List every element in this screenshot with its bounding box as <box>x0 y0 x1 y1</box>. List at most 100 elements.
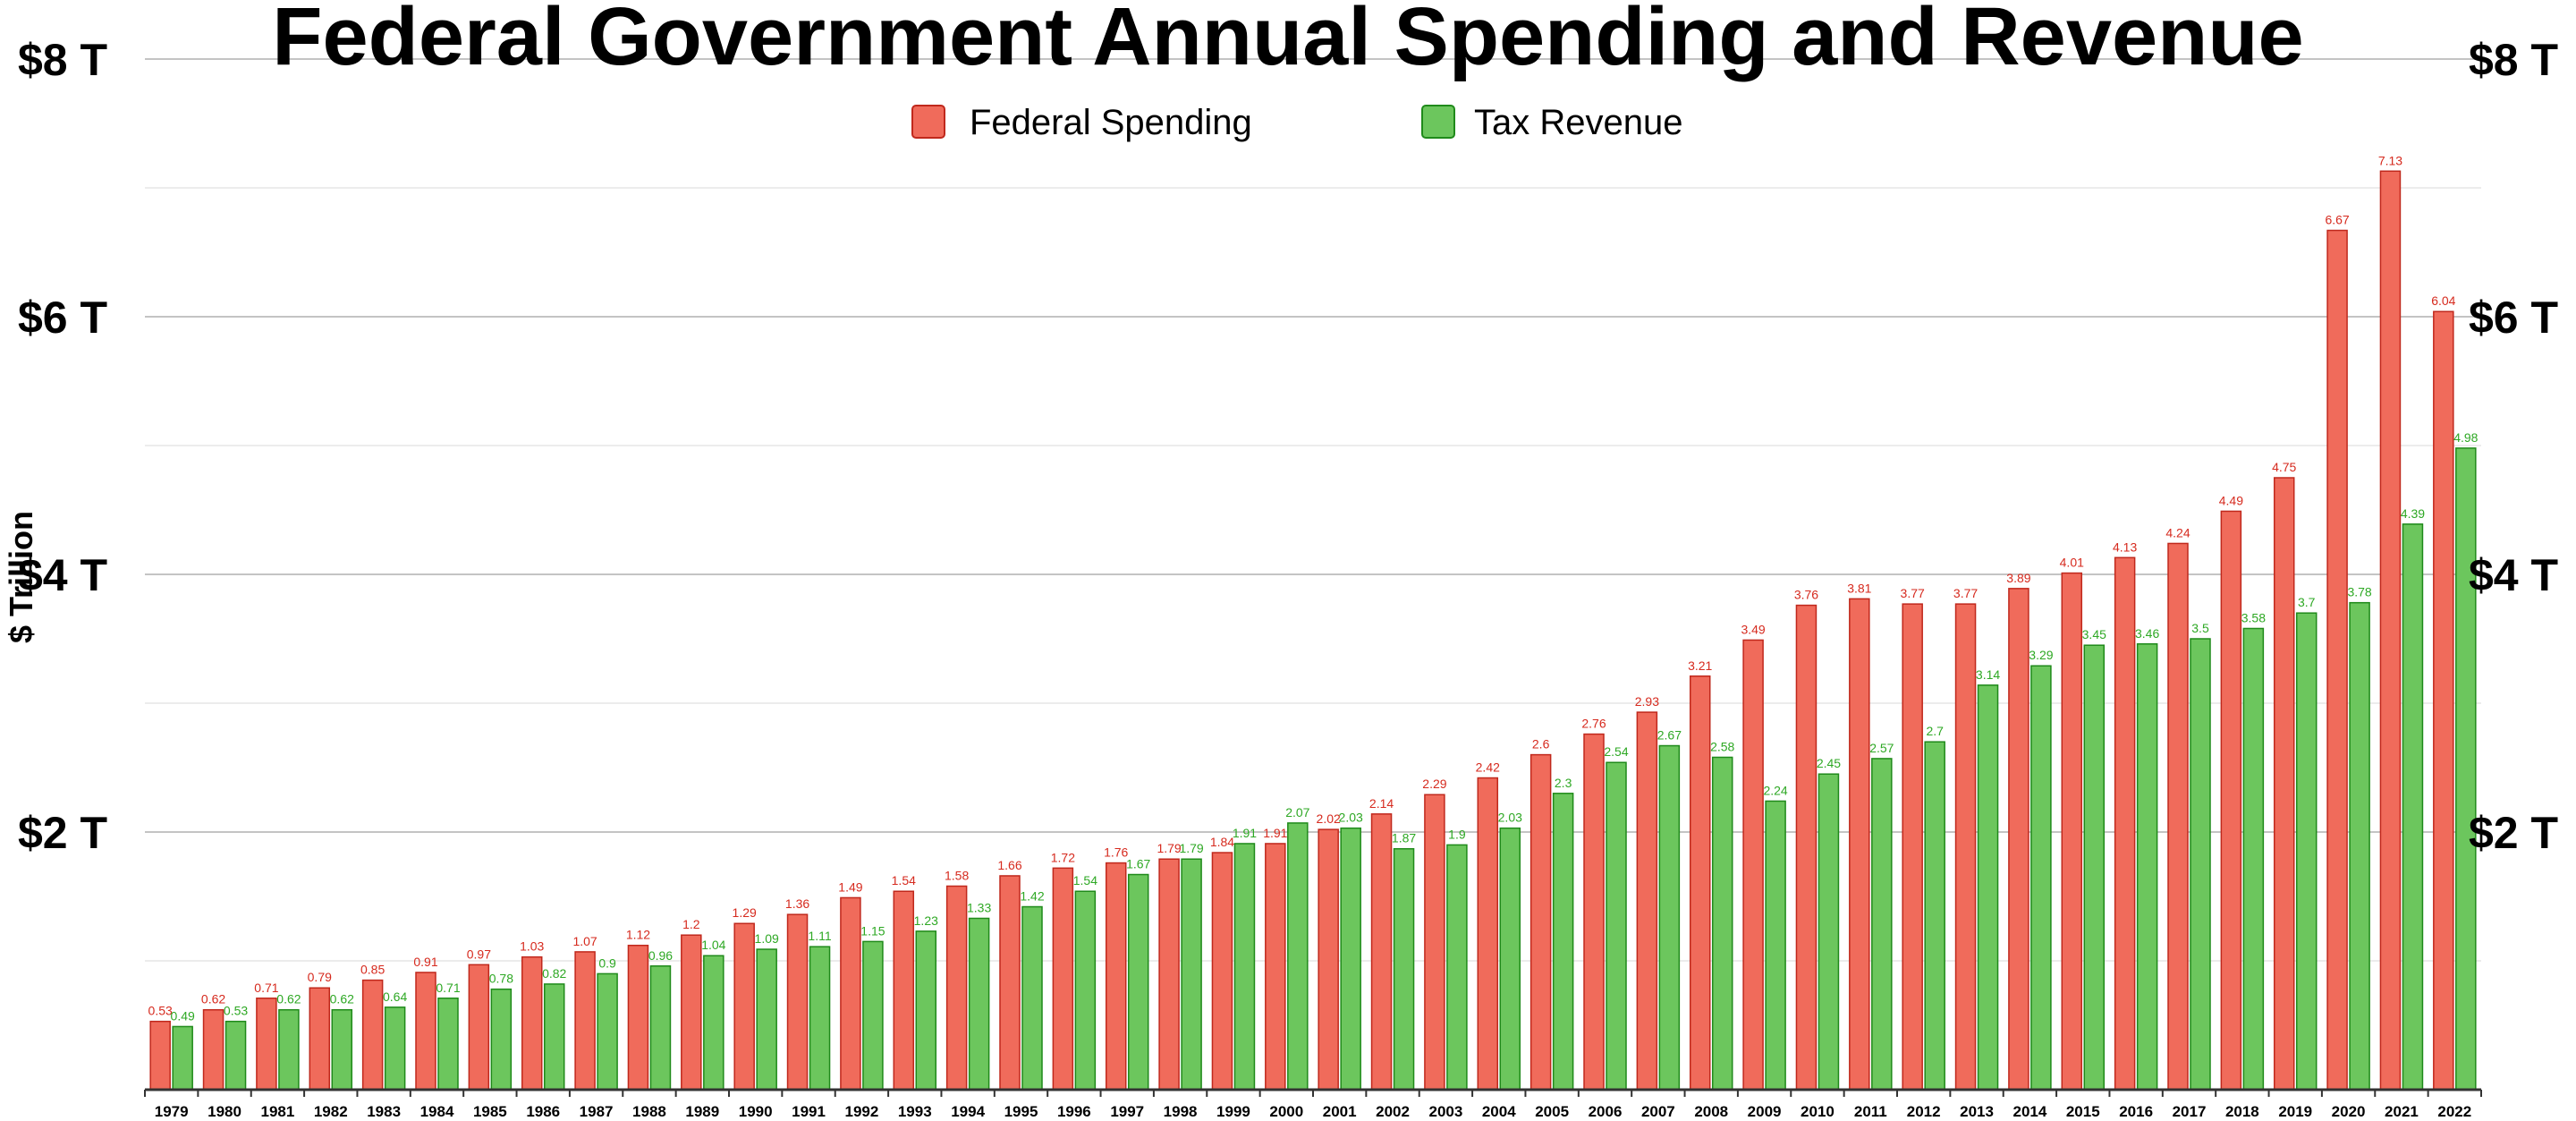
bar-federal-spending <box>627 944 649 1091</box>
x-tick-label: 1987 <box>580 1103 614 1120</box>
bar-federal-spending <box>1902 603 1923 1091</box>
x-tick-label: 2021 <box>2385 1103 2419 1120</box>
data-label-tax-revenue: 4.39 <box>2401 506 2425 521</box>
bar-tax-revenue <box>172 1025 193 1091</box>
legend-label-tax-revenue: Tax Revenue <box>1474 103 1682 142</box>
x-tick-label: 1989 <box>685 1103 719 1120</box>
bar-federal-spending <box>361 979 384 1091</box>
bar-federal-spending <box>1742 639 1764 1091</box>
legend-item-federal-spending[interactable]: Federal Spending <box>911 103 1252 142</box>
x-tick-label: 2020 <box>2332 1103 2366 1120</box>
x-tick-label: 2000 <box>1269 1103 1303 1120</box>
data-label-federal-spending: 1.2 <box>682 917 700 931</box>
legend: Federal Spending Tax Revenue <box>911 103 1682 142</box>
bar-federal-spending <box>202 1008 225 1091</box>
bar-tax-revenue <box>331 1008 353 1091</box>
bar-federal-spending <box>999 875 1021 1091</box>
data-label-tax-revenue: 1.67 <box>1126 857 1150 871</box>
data-label-tax-revenue: 2.45 <box>1817 756 1841 770</box>
bar-tax-revenue <box>2295 612 2318 1091</box>
data-label-federal-spending: 0.91 <box>413 955 437 969</box>
data-label-tax-revenue: 1.87 <box>1392 831 1416 845</box>
bar-tax-revenue <box>597 972 618 1091</box>
data-label-federal-spending: 1.79 <box>1157 841 1181 855</box>
bar-federal-spending <box>1265 843 1286 1091</box>
y-tick-label-right: $8 T <box>2469 35 2558 85</box>
legend-item-tax-revenue[interactable]: Tax Revenue <box>1421 103 1682 142</box>
x-tick-label: 1991 <box>792 1103 826 1120</box>
bar-tax-revenue <box>649 965 672 1091</box>
y-axis: $2 T $2 T $4 T $4 T $6 T $6 T $8 T $8 T <box>18 35 2558 858</box>
bar-tax-revenue <box>1658 744 1681 1091</box>
x-tick-label: 2022 <box>2437 1103 2471 1120</box>
bar-federal-spending <box>1689 675 1711 1091</box>
data-label-tax-revenue: 3.78 <box>2347 585 2371 599</box>
gridlines <box>145 58 2481 962</box>
bar-tax-revenue <box>2136 643 2158 1091</box>
bar-federal-spending <box>1370 813 1393 1091</box>
data-label-tax-revenue: 0.96 <box>648 948 673 963</box>
y-tick-label-right: $6 T <box>2469 293 2558 343</box>
x-tick-label: 2010 <box>1801 1103 1835 1120</box>
bar-federal-spending <box>1530 753 1552 1091</box>
x-tick-label: 1981 <box>260 1103 294 1120</box>
bar-tax-revenue <box>2083 644 2106 1091</box>
data-label-tax-revenue: 2.57 <box>1869 741 1894 755</box>
bar-tax-revenue <box>756 948 777 1091</box>
data-label-tax-revenue: 3.7 <box>2298 595 2316 609</box>
bar-tax-revenue <box>1552 793 1574 1091</box>
bar-tax-revenue <box>1818 773 1840 1091</box>
bar-tax-revenue <box>1977 684 1999 1091</box>
y-tick-label-right: $4 T <box>2469 550 2558 600</box>
bar-tax-revenue <box>543 983 565 1091</box>
bar-federal-spending <box>1795 604 1818 1091</box>
data-label-tax-revenue: 0.62 <box>276 992 301 1006</box>
data-label-federal-spending: 2.42 <box>1476 760 1500 775</box>
bar-federal-spending <box>1211 852 1233 1091</box>
bar-federal-spending <box>1424 794 1445 1091</box>
data-label-tax-revenue: 1.11 <box>808 929 831 943</box>
data-label-tax-revenue: 3.29 <box>2029 648 2053 662</box>
data-label-tax-revenue: 1.33 <box>967 900 991 914</box>
data-label-federal-spending: 1.66 <box>997 858 1021 872</box>
bar-federal-spending <box>256 998 277 1091</box>
data-label-federal-spending: 0.79 <box>308 970 332 984</box>
bar-tax-revenue <box>1499 827 1521 1091</box>
bar-tax-revenue <box>2349 601 2370 1091</box>
x-tick-label: 1985 <box>473 1103 507 1120</box>
data-label-tax-revenue: 1.09 <box>755 931 779 946</box>
bar-tax-revenue <box>1711 756 1733 1091</box>
x-tick-label: 2011 <box>1854 1103 1887 1120</box>
data-label-federal-spending: 1.12 <box>626 928 650 942</box>
data-label-federal-spending: 4.13 <box>2113 539 2137 554</box>
data-label-tax-revenue: 3.58 <box>2241 610 2266 624</box>
bar-federal-spending <box>468 964 490 1091</box>
data-label-federal-spending: 2.29 <box>1422 777 1446 791</box>
x-tick-label: 1994 <box>951 1103 985 1120</box>
y-tick-label-left: $4 T <box>18 550 107 600</box>
bar-tax-revenue <box>2455 447 2477 1091</box>
x-tick-label: 2005 <box>1535 1103 1569 1120</box>
data-label-tax-revenue: 2.67 <box>1657 728 1682 743</box>
data-label-tax-revenue: 0.82 <box>542 966 566 981</box>
data-label-tax-revenue: 0.62 <box>330 992 354 1006</box>
data-label-federal-spending: 3.49 <box>1741 622 1765 636</box>
bar-tax-revenue <box>703 955 724 1091</box>
data-label-tax-revenue: 1.54 <box>1073 873 1097 887</box>
bar-tax-revenue <box>1340 827 1361 1091</box>
x-tick-label: 2014 <box>2012 1103 2046 1120</box>
x-tick-label: 1984 <box>420 1103 454 1120</box>
bar-tax-revenue <box>225 1020 247 1091</box>
bar-federal-spending <box>1052 867 1074 1091</box>
data-label-tax-revenue: 0.49 <box>171 1008 195 1023</box>
bar-tax-revenue <box>2030 665 2052 1091</box>
bar-federal-spending <box>840 896 861 1091</box>
x-tick-label: 2019 <box>2278 1103 2312 1120</box>
bar-tax-revenue <box>1446 844 1468 1091</box>
bar-federal-spending <box>2379 170 2402 1091</box>
data-label-tax-revenue: 1.23 <box>914 913 938 928</box>
x-tick-label: 1986 <box>526 1103 560 1120</box>
bar-tax-revenue <box>915 930 937 1091</box>
x-tick-label: 2002 <box>1376 1103 1410 1120</box>
data-label-federal-spending: 0.85 <box>360 963 385 977</box>
